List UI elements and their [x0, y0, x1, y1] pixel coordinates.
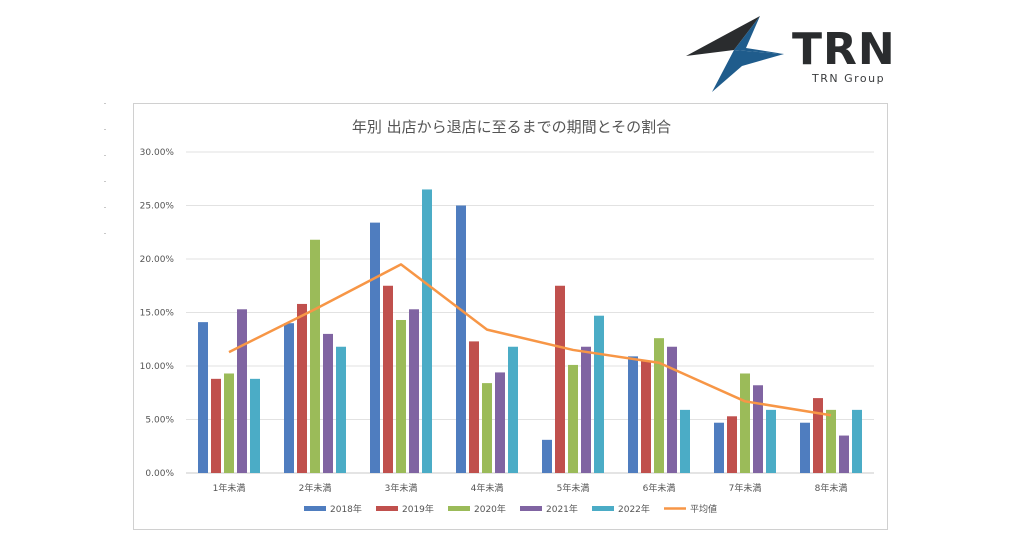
bar-2020年-1年未満	[224, 373, 234, 473]
bar-2019年-7年未満	[727, 416, 737, 473]
legend-label: 2019年	[402, 503, 434, 515]
bar-2018年-5年未満	[542, 439, 552, 473]
bar-2018年-8年未満	[800, 422, 810, 473]
chart-area: 年別 出店から退店に至るまでの期間とその割合 0.00% 5.00% 10.00% 1…	[133, 103, 888, 530]
bar-2021年-5年未満	[581, 346, 591, 473]
y-tick-label: 25.00%	[140, 202, 175, 212]
bar-2020年-2年未満	[310, 239, 320, 473]
legend-swatch	[304, 506, 326, 511]
decor-dot	[104, 103, 106, 104]
y-tick-label: 15.00%	[140, 309, 175, 319]
bar-2020年-6年未満	[654, 338, 664, 473]
legend-swatch	[448, 506, 470, 511]
y-tick-label: 5.00%	[145, 416, 174, 426]
average-line-path	[228, 263, 832, 417]
bar-2022年-5年未満	[594, 315, 604, 473]
bar-2022年-2年未満	[336, 346, 346, 473]
bar-2021年-2年未満	[323, 333, 333, 473]
decor-dot	[104, 129, 106, 130]
legend-swatch	[592, 506, 614, 511]
legend-label: 2022年	[618, 503, 650, 515]
x-axis-ticks: 1年未満 2年未満 3年未満 4年未満 5年未満 6年未満 7年未満 8年未満	[213, 482, 848, 494]
decor-dot	[104, 155, 106, 156]
bar-2019年-5年未満	[555, 285, 565, 473]
logo-subtitle: TRN Group	[812, 72, 886, 85]
chart-canvas: 年別 出店から退店に至るまでの期間とその割合 0.00% 5.00% 10.00% 1…	[140, 118, 874, 515]
y-tick-label: 30.00%	[140, 148, 175, 158]
bar-2018年-4年未満	[456, 205, 466, 473]
bar-2019年-2年未満	[297, 303, 307, 473]
x-tick-label: 5年未満	[557, 482, 590, 494]
legend-swatch	[376, 506, 398, 511]
bar-2019年-3年未満	[383, 285, 393, 473]
decor-dot	[104, 181, 106, 182]
x-tick-label: 3年未満	[385, 482, 418, 494]
bar-2019年-1年未満	[211, 378, 221, 473]
bar-2022年-3年未満	[422, 189, 432, 473]
bar-2022年-6年未満	[680, 409, 690, 473]
y-tick-label: 20.00%	[140, 255, 175, 265]
x-tick-label: 7年未満	[729, 482, 762, 494]
bar-2022年-7年未満	[766, 409, 776, 473]
legend-label: 平均値	[690, 503, 717, 515]
bar-2019年-6年未満	[641, 360, 651, 473]
bar-2019年-4年未満	[469, 341, 479, 473]
bar-2020年-3年未満	[396, 319, 406, 473]
bar-2021年-7年未満	[753, 385, 763, 473]
bar-2022年-4年未満	[508, 346, 518, 473]
bar-2021年-4年未満	[495, 372, 505, 473]
legend: 2018年 2019年 2020年 2021年 2022年 平均値	[304, 503, 717, 515]
x-tick-label: 4年未満	[471, 482, 504, 494]
bar-series	[198, 189, 862, 473]
y-axis-ticks: 0.00% 5.00% 10.00% 15.00% 20.00% 25.00% 30.00%	[140, 148, 175, 479]
bar-2021年-3年未満	[409, 309, 419, 473]
bar-2019年-8年未満	[813, 398, 823, 473]
legend-label: 2020年	[474, 503, 506, 515]
x-tick-label: 1年未満	[213, 482, 246, 494]
average-line	[228, 263, 832, 417]
bar-2020年-7年未満	[740, 373, 750, 473]
legend-swatch	[520, 506, 542, 511]
bar-2020年-8年未満	[826, 409, 836, 473]
bar-2021年-6年未満	[667, 346, 677, 473]
y-tick-label: 10.00%	[140, 362, 175, 372]
bar-2018年-7年未満	[714, 422, 724, 473]
bar-2022年-8年未満	[852, 409, 862, 473]
x-tick-label: 6年未満	[643, 482, 676, 494]
bar-2022年-1年未満	[250, 378, 260, 473]
trn-logo: TRN TRN Group	[682, 14, 912, 94]
bar-2021年-1年未満	[237, 309, 247, 473]
decor-dot	[104, 207, 106, 208]
y-tick-label: 0.00%	[145, 469, 174, 479]
bar-2018年-2年未満	[284, 323, 294, 473]
bar-2021年-8年未満	[839, 435, 849, 473]
trn-logo-mark-icon	[686, 16, 784, 92]
bar-2018年-3年未満	[370, 222, 380, 473]
legend-label: 2018年	[330, 503, 362, 515]
legend-label: 2021年	[546, 503, 578, 515]
bar-2020年-4年未満	[482, 383, 492, 473]
x-tick-label: 2年未満	[299, 482, 332, 494]
decor-dot	[104, 233, 106, 234]
bar-2020年-5年未満	[568, 364, 578, 473]
bar-2018年-6年未満	[628, 356, 638, 473]
bar-2018年-1年未満	[198, 322, 208, 473]
chart-title: 年別 出店から退店に至るまでの期間とその割合	[352, 118, 671, 136]
x-tick-label: 8年未満	[815, 482, 848, 494]
logo-wordmark: TRN	[792, 24, 896, 75]
